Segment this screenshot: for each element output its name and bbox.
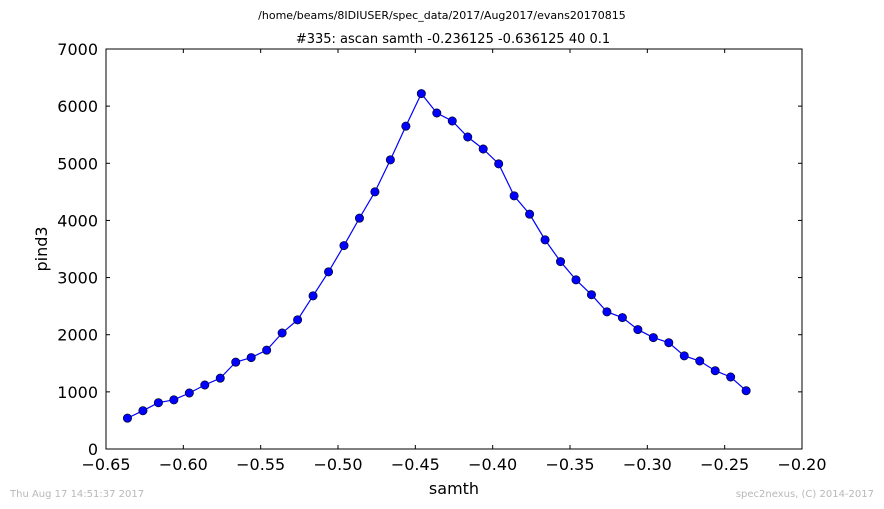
credit-footer: spec2nexus, (C) 2014-2017 <box>735 489 874 500</box>
data-point <box>184 388 194 398</box>
y-tick-label: 6000 <box>57 97 98 116</box>
y-tick-label: 1000 <box>57 383 98 402</box>
data-point <box>308 291 318 301</box>
chart-suptitle: /home/beams/8IDIUSER/spec_data/2017/Aug2… <box>258 9 626 22</box>
data-point <box>354 213 364 223</box>
data-series <box>122 89 751 423</box>
x-tick-label: −0.55 <box>236 455 285 474</box>
data-point <box>416 89 426 99</box>
data-point <box>447 116 457 126</box>
data-point <box>726 372 736 382</box>
data-point <box>494 159 504 169</box>
timestamp-footer: Thu Aug 17 14:51:37 2017 <box>10 489 145 500</box>
data-point <box>293 315 303 325</box>
x-tick-label: −0.35 <box>545 455 594 474</box>
data-point <box>401 121 411 131</box>
data-point <box>556 257 566 267</box>
data-point <box>169 395 179 405</box>
data-point <box>215 373 225 383</box>
data-point <box>664 338 674 348</box>
x-tick-label: −0.30 <box>623 455 672 474</box>
data-point <box>525 209 535 219</box>
y-axis-label: pind3 <box>32 226 51 271</box>
x-tick-label: −0.60 <box>159 455 208 474</box>
x-tick-label: −0.45 <box>391 455 440 474</box>
x-tick-label: −0.65 <box>81 455 130 474</box>
data-point <box>200 380 210 390</box>
y-tick-label: 4000 <box>57 211 98 230</box>
data-point <box>324 267 334 277</box>
x-tick-label: −0.50 <box>313 455 362 474</box>
x-tick-label: −0.20 <box>777 455 826 474</box>
x-tick-label: −0.25 <box>700 455 749 474</box>
data-point <box>741 386 751 396</box>
chart-title: #335: ascan samth -0.236125 -0.636125 40… <box>296 32 610 47</box>
data-point <box>571 275 581 285</box>
data-point <box>478 144 488 154</box>
data-point <box>617 313 627 323</box>
data-point <box>648 333 658 343</box>
y-tick-label: 7000 <box>57 40 98 59</box>
y-tick-label: 2000 <box>57 326 98 345</box>
plot-frame <box>105 48 803 450</box>
y-tick-label: 3000 <box>57 269 98 288</box>
data-point <box>463 132 473 142</box>
data-point <box>586 290 596 300</box>
data-point <box>540 235 550 245</box>
x-axis-label: samth <box>429 479 479 498</box>
data-point <box>602 307 612 317</box>
data-point <box>231 357 241 367</box>
data-point <box>138 406 148 416</box>
data-point <box>432 108 442 118</box>
data-point <box>695 356 705 366</box>
y-tick-label: 0 <box>88 440 98 459</box>
axes: −0.65 −0.60 −0.55 −0.50 −0.45 −0.40 −0.35 −0.30… <box>57 40 826 474</box>
data-point <box>509 191 519 201</box>
data-point <box>679 351 689 361</box>
x-tick-label: −0.40 <box>468 455 517 474</box>
data-point <box>153 398 163 408</box>
data-point <box>385 155 395 165</box>
data-point <box>339 241 349 251</box>
data-point <box>246 353 256 363</box>
data-point <box>633 325 643 335</box>
data-point <box>370 187 380 197</box>
data-point <box>262 345 272 355</box>
data-point <box>122 413 132 423</box>
data-point <box>710 366 720 376</box>
y-tick-label: 5000 <box>57 154 98 173</box>
series-line <box>127 92 747 419</box>
data-point <box>277 328 287 338</box>
